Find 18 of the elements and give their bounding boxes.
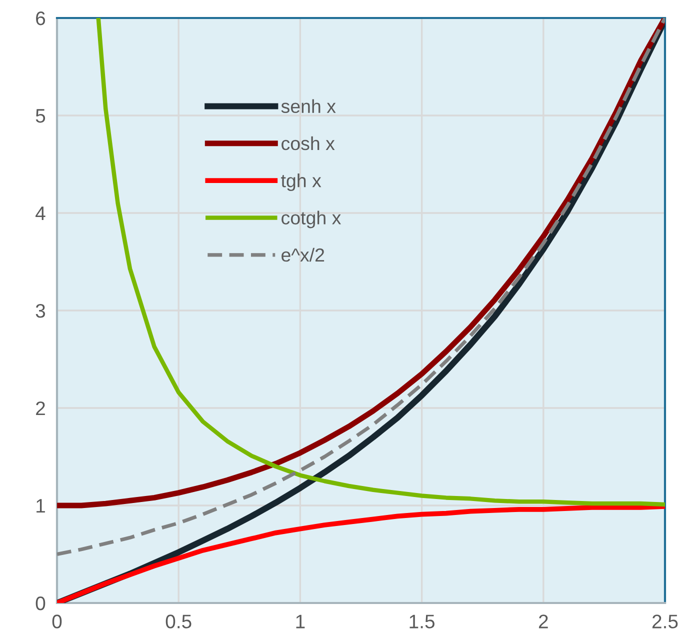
y-tick-label: 1 [36,499,45,513]
legend-label: e^x/2 [282,248,324,262]
x-tick-label: 2 [538,614,548,628]
y-tick-label: 4 [36,206,46,220]
y-tick-label: 5 [36,109,46,123]
legend-label: tgh x [281,174,322,192]
x-tick-label: 0.5 [166,614,192,628]
x-tick-label: 1.5 [410,614,434,628]
x-tick-label: 0 [52,614,62,628]
y-tick-label: 0 [36,596,46,610]
x-tick-label: 2.5 [652,614,678,628]
x-tick-label: 1 [296,614,305,628]
y-tick-label: 6 [36,11,46,26]
y-tick-label: 2 [36,401,45,416]
legend-label: cotgh x [282,210,342,228]
legend-label: senh x [281,99,336,113]
legend-label: cosh x [282,136,335,150]
y-tick-label: 3 [36,304,46,318]
